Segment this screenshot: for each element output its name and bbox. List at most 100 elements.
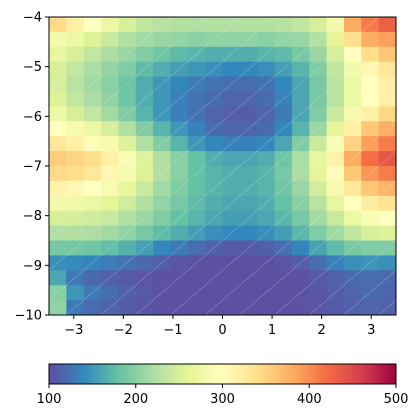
y-tick-label: −8: [23, 209, 42, 224]
facet-line: [49, 284, 67, 301]
facet-line: [291, 76, 310, 92]
heatmap-cell: [66, 17, 85, 33]
facet-line: [378, 91, 396, 107]
heatmap-cell: [205, 91, 224, 107]
heatmap-cell: [153, 136, 172, 152]
facet-line: [343, 91, 362, 107]
heatmap-cell: [118, 240, 137, 256]
heatmap-cell: [274, 270, 293, 286]
heatmap-cell: [187, 17, 206, 33]
colorbar-tick-label: 200: [123, 392, 148, 407]
facet-line: [204, 120, 223, 137]
facet-line: [378, 240, 396, 256]
facet-line: [274, 31, 293, 48]
facet-line: [291, 284, 310, 301]
x-tick-label: −3: [64, 323, 83, 338]
heatmap-cell: [222, 195, 241, 212]
heatmap-cell: [239, 270, 258, 286]
heatmap-cell: [49, 255, 67, 271]
facet-line: [222, 225, 241, 241]
facet-line: [118, 165, 137, 182]
heatmap-cell: [83, 91, 102, 107]
heatmap-cell: [257, 300, 276, 315]
facet-line: [308, 91, 327, 107]
heatmap-cell: [66, 210, 85, 227]
heatmap-cell: [309, 17, 328, 33]
heatmap-cell: [239, 76, 258, 93]
heatmap-cell: [378, 121, 396, 137]
heatmap-cell: [361, 106, 380, 122]
heatmap-cell: [361, 255, 380, 271]
heatmap-cell: [378, 210, 396, 227]
heatmap-cell: [187, 76, 206, 93]
facet-line: [170, 150, 189, 167]
heatmap-cell: [291, 46, 310, 63]
heatmap-cell: [49, 270, 67, 286]
facet-line: [66, 180, 84, 197]
x-tick-label: 1: [268, 323, 276, 338]
facet-line: [66, 299, 84, 315]
heatmap-cell: [153, 255, 172, 271]
heatmap-cell: [153, 300, 172, 315]
heatmap-cell: [291, 31, 310, 48]
heatmap-cell: [205, 300, 224, 315]
heatmap-cell: [378, 166, 396, 182]
heatmap-cell: [83, 240, 102, 256]
heatmap-cell: [274, 91, 293, 107]
heatmap-cell: [153, 270, 172, 286]
heatmap-cell: [49, 180, 67, 197]
heatmap-cell: [239, 46, 258, 63]
heatmap-cell: [205, 195, 224, 212]
heatmap-cell: [170, 136, 189, 152]
heatmap-cell: [343, 270, 362, 286]
heatmap-cell: [326, 285, 345, 301]
facet-line: [100, 299, 119, 315]
facet-line: [274, 240, 293, 256]
heatmap-cell: [222, 300, 241, 315]
heatmap-cell: [101, 255, 119, 271]
heatmap-cell: [361, 31, 380, 48]
heatmap-cell: [83, 31, 102, 48]
facet-line: [343, 120, 362, 137]
heatmap-cell: [257, 210, 276, 227]
facet-line: [135, 299, 154, 315]
heatmap-cell: [49, 285, 67, 301]
heatmap-cell: [378, 17, 396, 33]
heatmap-cell: [153, 31, 172, 48]
facet-line: [308, 240, 327, 256]
heatmap-cell: [378, 136, 396, 152]
facet-line: [152, 284, 171, 301]
facet-line: [378, 31, 396, 48]
heatmap-cell: [101, 61, 119, 78]
heatmap-cell: [135, 151, 154, 167]
facet-line: [361, 165, 379, 182]
heatmap-cell: [309, 225, 328, 242]
facet-line: [291, 17, 310, 33]
heatmap-cell: [135, 46, 154, 63]
facet-line: [222, 284, 241, 301]
heatmap-cell: [378, 255, 396, 271]
heatmap-cell: [170, 300, 189, 315]
facet-line: [135, 120, 154, 137]
heatmap-cell: [378, 300, 396, 315]
y-tick-label: −9: [23, 259, 42, 274]
heatmap-cell: [66, 255, 85, 271]
heatmap-cell: [361, 46, 380, 63]
facet-line: [256, 76, 275, 92]
heatmap-cell: [135, 195, 154, 212]
heatmap-cell: [343, 195, 362, 212]
y-tick-label: −7: [23, 160, 42, 175]
facet-line: [83, 46, 102, 63]
facet-line: [256, 135, 275, 152]
facet-line: [239, 91, 258, 107]
facet-line: [204, 61, 223, 77]
heatmap-cell: [205, 166, 224, 182]
heatmap-cell: [170, 180, 189, 197]
facet-line: [291, 225, 310, 241]
heatmap-cell: [170, 225, 189, 242]
facet-line: [118, 284, 137, 301]
heatmap-cell: [135, 270, 154, 286]
facet-line: [239, 240, 258, 256]
facet-line: [308, 269, 327, 286]
facet-line: [361, 195, 379, 212]
